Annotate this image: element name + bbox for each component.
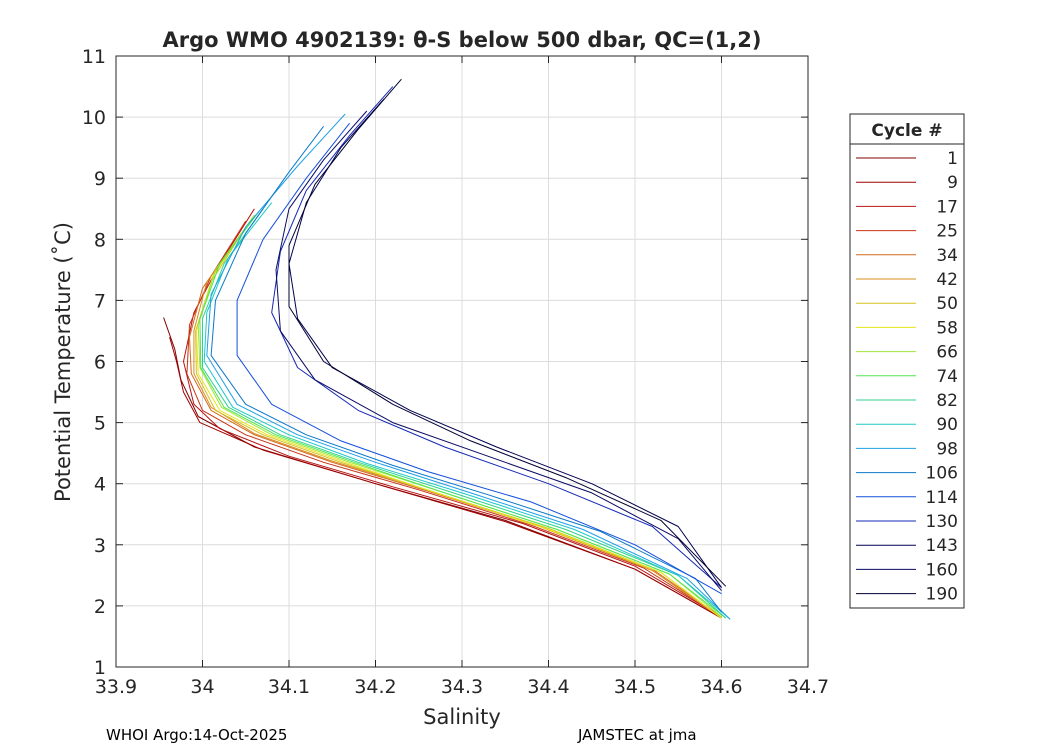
- series-line-cycle-143: [288, 98, 722, 588]
- y-tick-label: 7: [94, 290, 106, 312]
- legend-label-66: 66: [936, 343, 958, 363]
- legend-label-17: 17: [936, 197, 958, 217]
- legend-label-190: 190: [926, 585, 958, 605]
- legend-label-130: 130: [926, 512, 958, 532]
- chart-title: Argo WMO 4902139: θ-S below 500 dbar, QC…: [163, 28, 762, 52]
- legend-title: Cycle #: [871, 121, 942, 141]
- series-line-cycle-130: [271, 86, 722, 588]
- y-ticks: 1 2 3 4 5 6 7 8 9 10 11: [82, 46, 808, 679]
- legend-label-98: 98: [936, 439, 958, 459]
- footer-right-credit: JAMSTEC at jma: [578, 726, 697, 744]
- x-tick-label: 34.1: [268, 676, 310, 698]
- x-tick-label: 34.3: [441, 676, 483, 698]
- legend-label-34: 34: [936, 246, 958, 266]
- legend-label-74: 74: [936, 367, 958, 387]
- footer-left-credit: WHOI Argo:14-Oct-2025: [106, 726, 288, 744]
- series-line-cycle-9: [169, 336, 722, 619]
- series-line-cycle-114: [236, 122, 722, 595]
- x-tick-label: 34.5: [614, 676, 656, 698]
- legend-label-160: 160: [926, 560, 958, 580]
- y-tick-label: 9: [94, 168, 106, 190]
- series-layer: [163, 78, 731, 620]
- legend-label-58: 58: [936, 318, 958, 338]
- legend-box: [849, 113, 965, 609]
- y-gridlines: [116, 55, 808, 668]
- y-tick-label: 4: [94, 474, 106, 496]
- legend-label-90: 90: [936, 415, 958, 435]
- x-tick-label: 34: [190, 676, 214, 698]
- y-tick-label: 10: [82, 107, 106, 129]
- y-tick-label: 2: [94, 596, 106, 618]
- y-axis-label: Potential Temperature (˚C): [51, 222, 75, 502]
- legend-label-42: 42: [936, 270, 958, 290]
- x-tick-label: 34.7: [787, 676, 829, 698]
- x-tick-label: 33.9: [95, 676, 137, 698]
- y-tick-label: 6: [94, 352, 106, 374]
- legend-entries: 1 9 17 25 34 42 50 58 66 74 82 90 98 106 114 130 143 160 1…: [856, 149, 958, 605]
- series-line-cycle-106: [210, 125, 722, 613]
- series-line-cycle-90: [203, 202, 731, 620]
- x-tick-label: 34.4: [527, 676, 569, 698]
- legend-label-143: 143: [926, 536, 958, 556]
- legend-label-50: 50: [936, 294, 958, 314]
- series-line-cycle-82: [202, 208, 727, 619]
- series-line-cycle-98: [206, 113, 731, 620]
- legend: Cycle # 1 9 17 25 34 42 50 58 66 74 82 90 98 106 114 13…: [849, 113, 965, 609]
- legend-label-82: 82: [936, 391, 958, 411]
- y-tick-label: 5: [94, 413, 106, 435]
- y-tick-label: 3: [94, 535, 106, 557]
- plot-area: 33.9 34 34.1 34.2 34.3 34.4 34.5 34.6 34.7 12345…: [82, 46, 829, 698]
- series-line-cycle-50: [195, 226, 722, 619]
- legend-label-25: 25: [936, 222, 958, 242]
- x-ticks: 33.9 34 34.1 34.2 34.3 34.4 34.5 34.6 34.7: [95, 56, 829, 698]
- legend-label-114: 114: [926, 488, 958, 508]
- legend-label-106: 106: [926, 464, 958, 484]
- series-line-cycle-160: [275, 110, 722, 591]
- y-tick-label: 1: [94, 657, 106, 679]
- x-tick-label: 34.2: [354, 676, 396, 698]
- legend-label-1: 1: [947, 149, 958, 169]
- series-line-cycle-42: [193, 232, 722, 619]
- y-tick-label: 8: [94, 229, 106, 251]
- series-line-cycle-190: [288, 78, 727, 587]
- series-line-cycle-74: [199, 211, 727, 619]
- y-tick-label: 11: [82, 46, 106, 68]
- x-axis-label: Salinity: [423, 705, 501, 729]
- legend-label-9: 9: [947, 173, 958, 193]
- x-tick-label: 34.6: [700, 676, 742, 698]
